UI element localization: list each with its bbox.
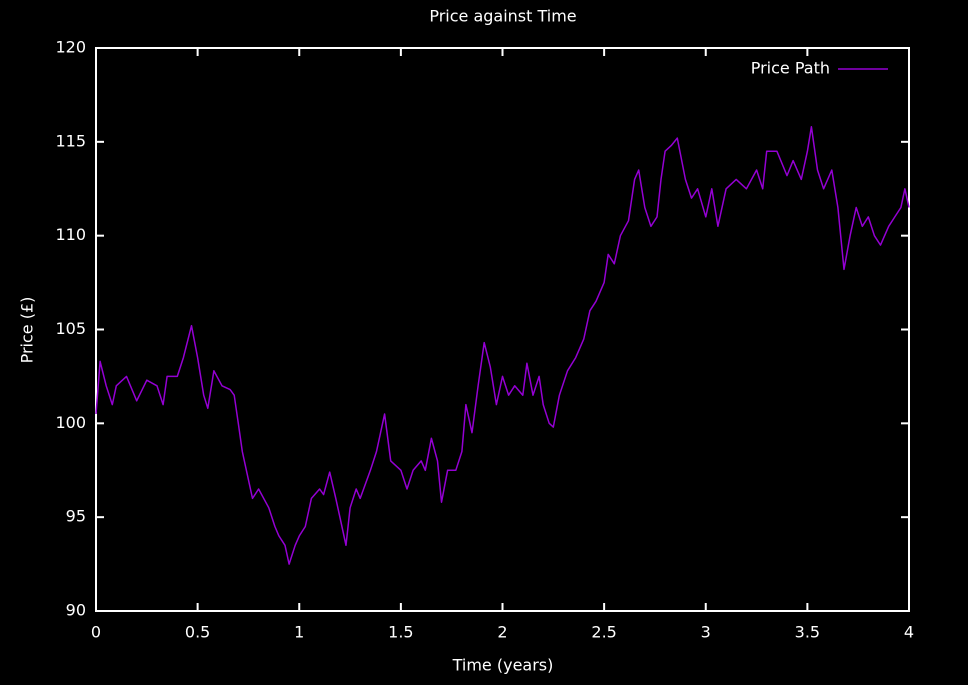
x-axis-label: Time (years) bbox=[452, 656, 554, 675]
x-tick-label: 2 bbox=[497, 623, 507, 642]
y-tick-label: 100 bbox=[55, 413, 86, 432]
x-tick-label: 2.5 bbox=[591, 623, 616, 642]
x-tick-label: 1.5 bbox=[388, 623, 413, 642]
x-tick-label: 3 bbox=[701, 623, 711, 642]
x-tick-label: 0.5 bbox=[185, 623, 210, 642]
plot-frame bbox=[95, 47, 910, 612]
y-tick-label: 90 bbox=[66, 601, 86, 620]
legend-label: Price Path bbox=[751, 59, 830, 78]
y-tick-label: 105 bbox=[55, 319, 86, 338]
y-tick-label: 115 bbox=[55, 131, 86, 150]
y-tick-label: 95 bbox=[66, 507, 86, 526]
y-tick-label: 120 bbox=[55, 38, 86, 57]
price-line bbox=[95, 126, 910, 565]
y-axis-label: Price (£) bbox=[18, 297, 37, 364]
x-tick-label: 4 bbox=[904, 623, 914, 642]
x-tick-label: 1 bbox=[294, 623, 304, 642]
chart-title: Price against Time bbox=[429, 7, 576, 26]
x-tick-label: 3.5 bbox=[795, 623, 820, 642]
y-tick-label: 110 bbox=[55, 225, 86, 244]
x-tick-label: 0 bbox=[91, 623, 101, 642]
